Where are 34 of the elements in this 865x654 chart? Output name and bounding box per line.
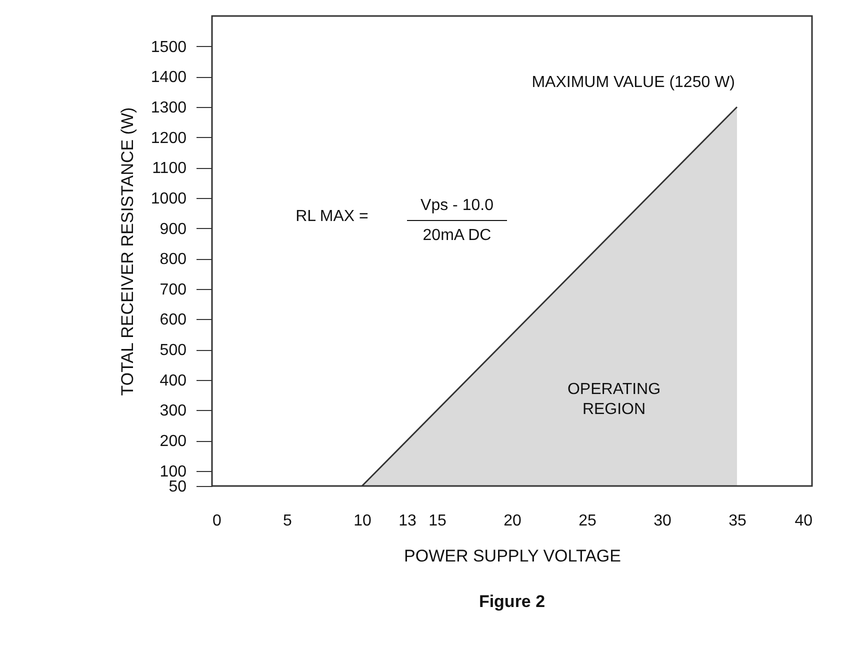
x-tick-label: 25 [578,512,596,530]
y-tick-label: 400 [160,372,187,390]
annotation: RL MAX = [296,208,368,225]
y-tick-label: 100 [160,463,187,480]
x-tick-label: 0 [212,512,222,530]
x-tick-label: 20 [504,512,522,530]
y-tick-label: 300 [160,402,187,420]
annotation: Vps - 10.0 [420,197,494,214]
y-tick-label: 1300 [150,99,187,116]
text: Figure 2 [478,592,546,611]
x-tick-label: 13 [398,512,416,530]
y-tick-label: 1400 [150,69,187,86]
y-tick-label: 900 [160,220,187,238]
annotation: OPERATING REGION [567,381,661,418]
y-tick-label: 1200 [150,130,187,147]
y-tick-label: 1500 [150,38,187,56]
y-tick-label: 700 [160,281,187,298]
y-tick-label: 600 [160,312,187,329]
x-axis-title: POWER SUPPLY VOLTAGE [404,546,621,566]
y-tick-label: 1100 [152,160,187,178]
x-tick-label: 35 [728,512,746,530]
y-tick-label: 200 [160,433,187,450]
x-tick-label: 10 [354,512,372,530]
y-tick-label: 800 [160,251,187,268]
annotation: 20mA DC [422,227,492,244]
x-tick-label: 5 [283,512,292,530]
x-tick-label: 15 [428,512,446,530]
annotation: MAXIMUM VALUE (1250 W) [532,74,735,91]
x-tick-label: 30 [654,512,672,530]
x-tick-label: 40 [794,512,813,530]
y-tick-label: 500 [160,342,187,360]
y-tick-label: 1000 [150,190,187,208]
y-axis-title: TOTAL RECEIVER RESISTANCE (W) [118,107,137,396]
y-tick-label: 50 [168,478,187,496]
